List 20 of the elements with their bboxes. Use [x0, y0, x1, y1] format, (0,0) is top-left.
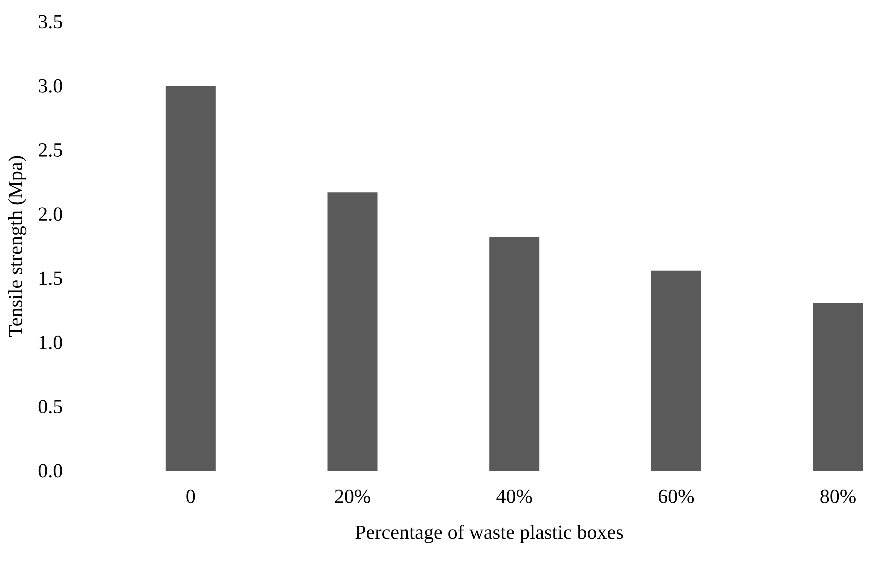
y-axis-title: Tensile strength (Mpa) [8, 156, 27, 338]
y-tick-label: 3.0 [39, 79, 62, 93]
x-tick-label: 40% [496, 490, 532, 504]
bar [166, 86, 216, 471]
y-tick-label: 0.5 [38, 400, 62, 414]
x-axis-title: Percentage of waste plastic boxes [356, 524, 624, 544]
y-tick-label: 3.5 [39, 15, 62, 29]
y-tick-label: 0.0 [38, 464, 62, 478]
bar [651, 270, 702, 471]
y-tick-label: 1.5 [40, 272, 62, 286]
bar [328, 192, 378, 471]
y-tick-label: 2.5 [39, 144, 62, 158]
x-tick-label: 20% [335, 490, 370, 504]
bar [490, 238, 540, 471]
y-tick-label: 2.0 [39, 208, 62, 222]
x-tick-label: 60% [658, 490, 694, 504]
x-tick-label: 0 [186, 490, 196, 504]
x-tick-label: 80% [820, 490, 856, 504]
y-tick-label: 1.0 [40, 336, 62, 350]
bar [813, 302, 864, 471]
